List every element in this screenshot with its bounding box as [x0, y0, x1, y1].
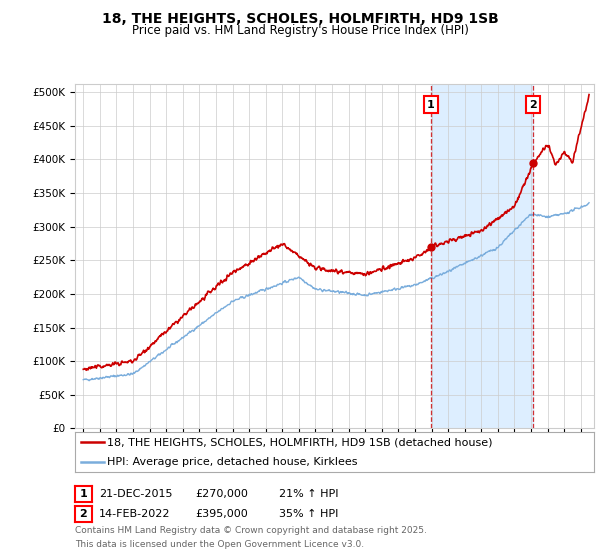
Text: 18, THE HEIGHTS, SCHOLES, HOLMFIRTH, HD9 1SB (detached house): 18, THE HEIGHTS, SCHOLES, HOLMFIRTH, HD9… — [107, 437, 493, 447]
Text: HPI: Average price, detached house, Kirklees: HPI: Average price, detached house, Kirk… — [107, 457, 358, 466]
Text: 21-DEC-2015: 21-DEC-2015 — [99, 489, 173, 499]
Text: £270,000: £270,000 — [195, 489, 248, 499]
Text: 2: 2 — [80, 509, 87, 519]
Text: 35% ↑ HPI: 35% ↑ HPI — [279, 509, 338, 519]
Text: 2: 2 — [529, 100, 537, 110]
Text: 18, THE HEIGHTS, SCHOLES, HOLMFIRTH, HD9 1SB: 18, THE HEIGHTS, SCHOLES, HOLMFIRTH, HD9… — [101, 12, 499, 26]
Text: 14-FEB-2022: 14-FEB-2022 — [99, 509, 170, 519]
Text: £395,000: £395,000 — [195, 509, 248, 519]
Text: This data is licensed under the Open Government Licence v3.0.: This data is licensed under the Open Gov… — [75, 540, 364, 549]
Text: 1: 1 — [427, 100, 435, 110]
Text: 1: 1 — [80, 489, 87, 499]
Text: Price paid vs. HM Land Registry's House Price Index (HPI): Price paid vs. HM Land Registry's House … — [131, 24, 469, 37]
Text: Contains HM Land Registry data © Crown copyright and database right 2025.: Contains HM Land Registry data © Crown c… — [75, 526, 427, 535]
Text: 21% ↑ HPI: 21% ↑ HPI — [279, 489, 338, 499]
Bar — [431, 84, 533, 428]
